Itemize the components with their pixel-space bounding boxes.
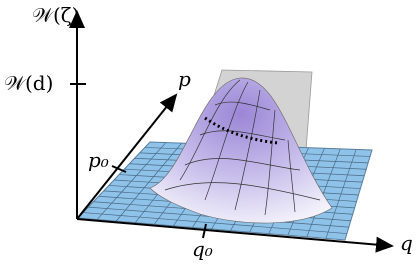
p-axis xyxy=(76,93,178,220)
q-axis-label: q xyxy=(400,231,413,255)
grid-line xyxy=(306,148,341,237)
p-tick-label: p₀ xyxy=(88,148,109,172)
q-axis xyxy=(76,218,394,253)
grid-line xyxy=(325,149,357,239)
vertical-tick-label: 𝒲(d) xyxy=(4,71,53,95)
vertical-axis-label: 𝒲(ζ) xyxy=(32,3,79,27)
p-tick xyxy=(111,165,127,173)
q-tick-label: q₀ xyxy=(192,237,213,261)
gaussian-surface xyxy=(149,77,333,224)
p-axis-label: p xyxy=(178,67,191,91)
q-tick xyxy=(202,223,207,239)
surface-mesh xyxy=(164,79,321,216)
section-curve xyxy=(204,116,279,145)
